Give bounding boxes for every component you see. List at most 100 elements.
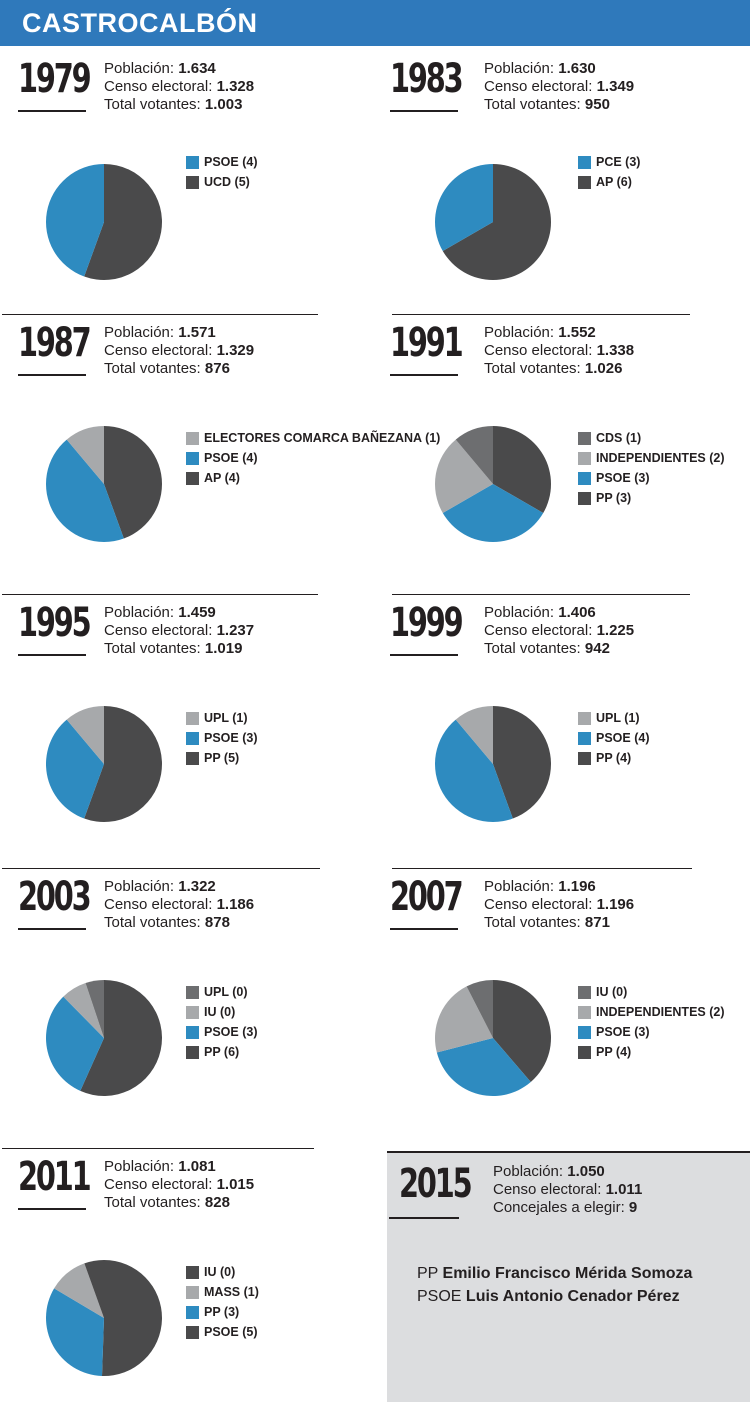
legend-item: PSOE (3): [578, 468, 725, 488]
votantes-value: 942: [584, 640, 610, 657]
legend-swatch: [578, 711, 591, 725]
page-title: CASTROCALBÓN: [22, 8, 258, 38]
divider-rule: [2, 594, 318, 595]
legend-swatch: [186, 1285, 199, 1299]
censo-value: 1.011: [605, 1181, 643, 1198]
legend-swatch: [578, 731, 591, 745]
censo-row: Censo electoral: 1.338: [484, 342, 634, 360]
legend-item: UCD (5): [186, 172, 258, 192]
legend-swatch: [578, 431, 591, 445]
legend-swatch: [186, 731, 199, 745]
pie-slice-pp-4: [493, 706, 551, 819]
votantes-value: 1.026: [584, 360, 623, 377]
censo-value: 1.329: [216, 342, 255, 359]
poblacion-value: 1.459: [178, 604, 216, 621]
legend-1999: UPL (1) PSOE (4) PP (4): [578, 708, 650, 768]
censo-row: Censo electoral: 1.237: [104, 622, 254, 640]
pie-slice-psoe-4: [45, 164, 104, 277]
pie-slice-iu-0: [63, 983, 104, 1038]
pie-slice-ap-4: [104, 426, 162, 539]
pie-chart-2007: [435, 980, 551, 1096]
legend-1995: UPL (1) PSOE (3) PP (5): [186, 708, 258, 768]
votantes-label: Total votantes:: [104, 360, 201, 377]
year-rule: [18, 374, 86, 376]
votantes-label: Total votantes:: [484, 640, 581, 657]
votantes-value: 1.019: [204, 640, 243, 657]
votantes-value: 950: [584, 96, 610, 113]
legend-item: PCE (3): [578, 152, 640, 172]
legend-label: UPL (1): [204, 711, 248, 725]
legend-item: PSOE (3): [186, 1022, 258, 1042]
pie-slice-iu-0: [466, 980, 493, 1038]
legend-swatch: [186, 431, 199, 445]
legend-item: PSOE (4): [578, 728, 650, 748]
votantes-label: Total votantes:: [104, 914, 201, 931]
votantes-label: Total votantes:: [104, 96, 201, 113]
legend-item: IU (0): [186, 1262, 259, 1282]
year-2011: 2011: [18, 1154, 92, 1200]
year-rule: [390, 374, 458, 376]
legend-item: PP (3): [578, 488, 725, 508]
censo-row: Censo electoral: 1.349: [484, 78, 634, 96]
year-rule: [18, 1208, 86, 1210]
poblacion-row: Población: 1.571: [104, 324, 254, 342]
legend-label: PP (4): [596, 1045, 632, 1059]
legend-label: AP (6): [596, 175, 632, 189]
legend-label: PP (6): [204, 1045, 240, 1059]
divider-rule: [2, 1148, 314, 1149]
legend-label: PSOE (4): [204, 155, 258, 169]
legend-item: UPL (0): [186, 982, 258, 1002]
legend-1991: CDS (1) INDEPENDIENTES (2) PSOE (3) PP (3): [578, 428, 725, 508]
pie-slice-upl-1: [455, 706, 493, 764]
legend-label: CDS (1): [596, 431, 642, 445]
pie-slice-psoe-3: [46, 996, 104, 1091]
poblacion-row: Población: 1.630: [484, 60, 634, 78]
legend-swatch: [578, 1005, 591, 1019]
legend-swatch: [186, 751, 199, 765]
pie-slice-upl-0: [85, 980, 104, 1038]
poblacion-row: Población: 1.322: [104, 878, 254, 896]
pie-chart-2011: [45, 1260, 162, 1376]
censo-value: 1.225: [596, 622, 635, 639]
pie-slice-cds-1: [455, 426, 493, 484]
votantes-row: Total votantes: 950: [484, 96, 634, 114]
censo-label: Censo electoral:: [484, 78, 593, 95]
legend-item: ELECTORES COMARCA BAÑEZANA (1): [186, 428, 440, 448]
legend-swatch: [186, 1045, 199, 1059]
year-rule: [390, 654, 458, 656]
poblacion-row: Población: 1.081: [104, 1158, 254, 1176]
candidate-party: PSOE: [417, 1288, 462, 1305]
legend-label: PSOE (3): [204, 1025, 258, 1039]
legend-swatch: [186, 711, 199, 725]
legend-item: PP (4): [578, 1042, 725, 1062]
divider-rule: [2, 314, 318, 315]
pie-slice-psoe-4: [45, 439, 124, 542]
year-rule: [390, 110, 458, 112]
year-1983: 1983: [390, 56, 464, 102]
legend-item: IU (0): [186, 1002, 258, 1022]
pie-chart-1991: [435, 426, 551, 542]
pie-chart-1999: [435, 706, 551, 822]
legend-label: PP (3): [596, 491, 632, 505]
pie-chart-1983: [435, 164, 551, 280]
legend-swatch: [186, 1305, 199, 1319]
pie-slice-pce-3: [435, 164, 493, 251]
legend-swatch: [578, 471, 591, 485]
legend-item: PP (3): [186, 1302, 259, 1322]
candidate-party: PP: [417, 1265, 439, 1282]
legend-2007: IU (0) INDEPENDIENTES (2) PSOE (3) PP (4): [578, 982, 725, 1062]
censo-label: Censo electoral:: [104, 896, 213, 913]
votantes-row: Total votantes: 1.026: [484, 360, 634, 378]
censo-label: Censo electoral:: [104, 78, 213, 95]
concejales-label: Concejales a elegir:: [493, 1199, 625, 1216]
legend-label: PSOE (3): [596, 471, 650, 485]
censo-row: Censo electoral: 1.196: [484, 896, 634, 914]
legend-label: PSOE (4): [596, 731, 650, 745]
votantes-label: Total votantes:: [484, 96, 581, 113]
stats-2003: Población: 1.322 Censo electoral: 1.186 To…: [104, 878, 254, 932]
legend-swatch: [186, 1025, 199, 1039]
poblacion-value: 1.196: [558, 878, 596, 895]
concejales-value: 9: [628, 1199, 638, 1216]
legend-swatch: [186, 155, 199, 169]
legend-2011: IU (0) MASS (1) PP (3) PSOE (5): [186, 1262, 259, 1342]
